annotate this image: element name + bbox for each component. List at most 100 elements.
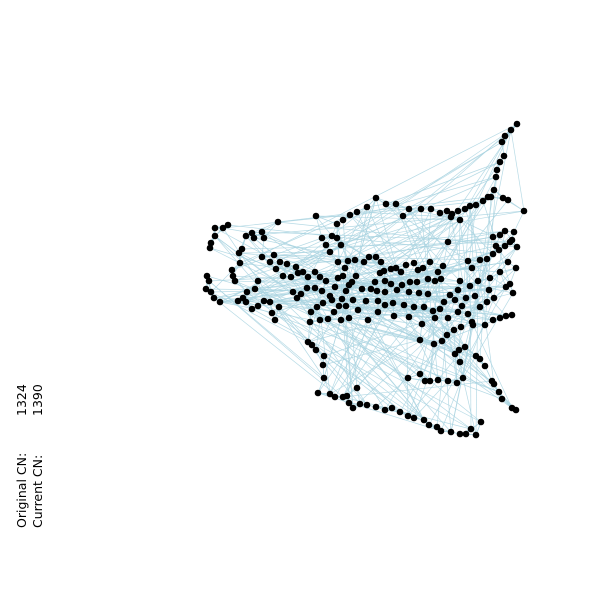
graph-node [337, 316, 345, 324]
graph-node [437, 427, 445, 435]
graph-node [402, 261, 410, 269]
graph-node [339, 216, 347, 224]
graph-edge [261, 231, 511, 243]
graph-edge [347, 197, 377, 262]
graph-edge [356, 199, 509, 389]
graph-node [346, 211, 354, 219]
graph-node [427, 205, 435, 213]
graph-node [381, 288, 389, 296]
graph-node [415, 289, 423, 297]
graph-node [374, 297, 382, 305]
graph-edge [269, 204, 477, 303]
graph-edge [462, 292, 514, 379]
graph-node [457, 323, 465, 331]
graph-node [399, 212, 407, 220]
graph-node [462, 430, 470, 438]
graph-node [314, 389, 322, 397]
graph-node [234, 297, 242, 305]
graph-edge [413, 189, 495, 308]
graph-node [404, 412, 412, 420]
graph-edge [325, 210, 525, 246]
graph-node [353, 384, 361, 392]
graph-node [335, 302, 343, 310]
graph-edge [446, 267, 517, 336]
graph-node [458, 302, 466, 310]
graph-edge [513, 210, 525, 233]
graph-node [308, 341, 316, 349]
graph-node [390, 312, 398, 320]
graph-edge [222, 227, 253, 234]
graph-node [443, 207, 451, 215]
graph-node [464, 310, 472, 318]
graph-node [496, 314, 504, 322]
graph-node [508, 311, 516, 319]
graph-node [456, 216, 464, 224]
graph-edge [342, 219, 358, 389]
graph-node [242, 298, 250, 306]
graph-node [320, 374, 328, 382]
graph-node [228, 266, 236, 274]
graph-node [311, 284, 319, 292]
graph-node [454, 286, 462, 294]
graph-node [372, 403, 380, 411]
graph-node [437, 275, 445, 283]
current-cn-value: 1390 [30, 384, 45, 416]
graph-node [410, 259, 418, 267]
graph-node [431, 277, 439, 285]
graph-edge [380, 261, 461, 363]
graph-node [387, 265, 395, 273]
graph-node [207, 288, 215, 296]
graph-node [513, 120, 521, 128]
graph-node [243, 288, 251, 296]
graph-node [485, 286, 493, 294]
graph-node [510, 228, 518, 236]
graph-node [292, 263, 300, 271]
graph-node [387, 280, 395, 288]
graph-edge [241, 241, 511, 250]
graph-node [501, 132, 509, 140]
graph-edge [416, 281, 507, 288]
graph-edge [336, 223, 353, 283]
graph-edge [342, 219, 461, 398]
graph-node [312, 212, 320, 220]
graph-edge [234, 280, 490, 291]
graph-node [371, 278, 379, 286]
graph-edge [208, 280, 325, 379]
graph-node [311, 268, 319, 276]
graph-node [444, 314, 452, 322]
graph-node [207, 239, 215, 247]
graph-node [486, 274, 494, 282]
graph-node [303, 284, 311, 292]
graph-edge [336, 223, 350, 404]
graph-edge [296, 297, 460, 351]
graph-node [490, 380, 498, 388]
graph-node [266, 258, 274, 266]
graph-node [341, 264, 349, 272]
graph-node [471, 292, 479, 300]
graph-node [293, 294, 301, 302]
graph-node [320, 352, 328, 360]
graph-node [436, 305, 444, 313]
graph-edge [355, 206, 368, 277]
graph-edge [208, 280, 344, 398]
graph-node [499, 194, 507, 202]
graph-node [343, 392, 351, 400]
graph-node [279, 272, 287, 280]
graph-node [380, 267, 388, 275]
graph-node [258, 228, 266, 236]
graph-node [433, 423, 441, 431]
graph-node [468, 318, 476, 326]
graph-node [231, 277, 239, 285]
graph-node [396, 408, 404, 416]
graph-node [294, 269, 302, 277]
graph-node [506, 280, 514, 288]
graph-edge [392, 277, 491, 304]
graph-node [398, 281, 406, 289]
graph-node [272, 265, 280, 273]
graph-node [353, 208, 361, 216]
graph-node [377, 258, 385, 266]
graph-node [464, 257, 472, 265]
graph-edge [315, 319, 321, 351]
graph-edge [408, 208, 442, 280]
